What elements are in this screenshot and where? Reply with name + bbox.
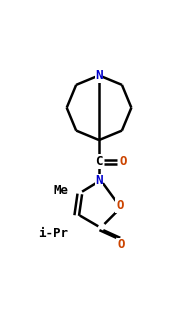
Text: O: O [118, 238, 125, 251]
Text: N: N [95, 69, 103, 82]
Text: C: C [95, 155, 103, 168]
Text: O: O [116, 199, 124, 212]
Text: O: O [120, 155, 127, 168]
Text: i-Pr: i-Pr [39, 227, 69, 240]
Text: N: N [95, 174, 103, 187]
Text: Me: Me [53, 184, 68, 197]
